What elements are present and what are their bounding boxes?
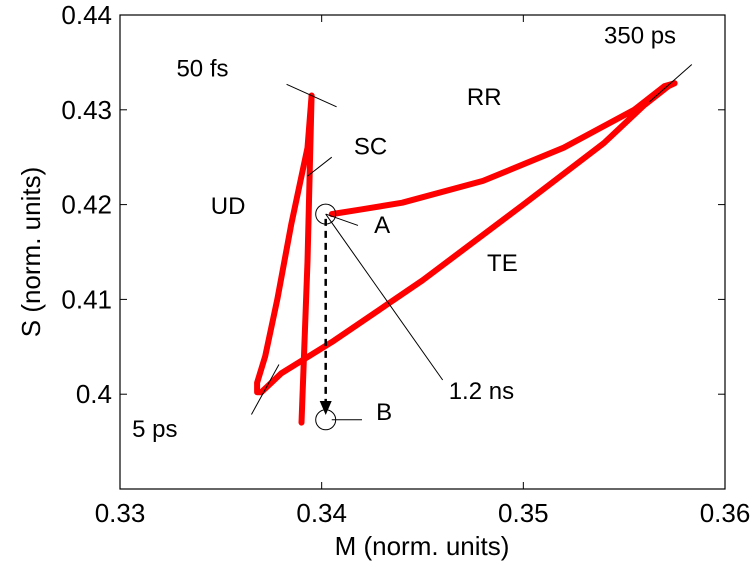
y-tick-label: 0.43 — [61, 95, 112, 125]
annotation: UD — [211, 193, 246, 220]
series-line-0 — [254, 80, 678, 396]
series-line-1 — [298, 92, 315, 426]
annotation: 1.2 ns — [449, 378, 514, 405]
leader-line — [325, 213, 359, 226]
x-tick-label: 0.36 — [700, 498, 751, 528]
x-tick-label: 0.33 — [95, 498, 146, 528]
annotation: SC — [354, 133, 387, 160]
y-axis-label: S (norm. units) — [16, 167, 46, 338]
leader-line — [307, 156, 333, 177]
annotations: 50 fs 350 ps RR SC UD A TE 1.2 ns 5 ps B — [132, 22, 676, 442]
annotation: 50 fs — [176, 56, 228, 83]
x-tick-label: 0.35 — [498, 498, 549, 528]
time-mark — [286, 83, 337, 108]
y-tick-label: 0.41 — [61, 284, 112, 314]
annotation: B — [376, 399, 392, 426]
annotation: A — [374, 212, 390, 239]
x-axis-label: M (norm. units) — [335, 531, 510, 561]
arrow-head — [319, 401, 332, 416]
annotation: TE — [487, 250, 518, 277]
leader-line — [325, 213, 444, 381]
time-mark — [648, 64, 693, 103]
plot-area — [119, 14, 726, 490]
series — [254, 80, 678, 426]
annotation: 350 ps — [604, 22, 676, 49]
marks — [251, 64, 693, 431]
annotation: 5 ps — [132, 416, 177, 443]
x-tick-label: 0.34 — [296, 498, 347, 528]
y-tick-label: 0.44 — [61, 0, 112, 30]
y-tick-label: 0.4 — [76, 379, 112, 409]
y-tick-label: 0.42 — [61, 190, 112, 220]
annotation: RR — [467, 84, 502, 111]
ticks: 0.33 0.34 0.35 0.36 0.4 0.41 0.42 0.43 0.44 — [61, 0, 750, 528]
time-mark — [251, 364, 280, 415]
